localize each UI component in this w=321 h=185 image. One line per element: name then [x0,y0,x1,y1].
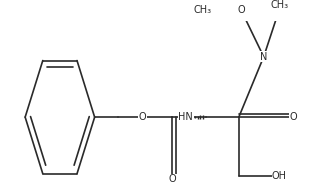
Text: O: O [139,112,146,122]
Text: CH₃: CH₃ [270,0,288,10]
Text: O: O [237,5,245,15]
Text: N: N [260,52,267,62]
Text: CH₃: CH₃ [194,5,212,15]
Text: OH: OH [272,171,287,181]
Text: O: O [290,112,297,122]
Text: O: O [169,174,176,184]
Text: HN: HN [178,112,193,122]
